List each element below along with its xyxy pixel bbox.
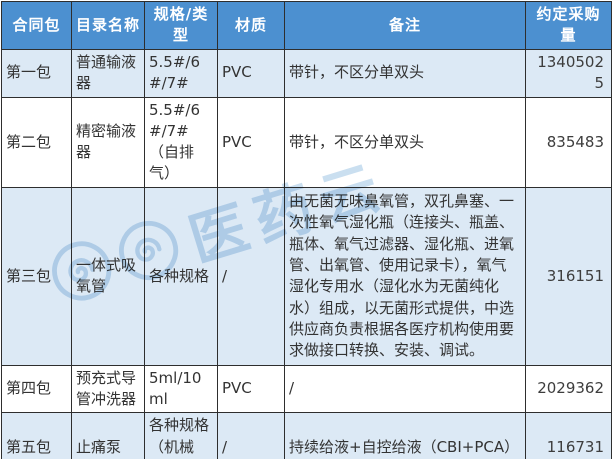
cell-remark: / bbox=[284, 364, 526, 414]
table-header-row: 合同包 目录名称 规格/类型 材质 备注 约定采购量 bbox=[1, 1, 612, 50]
column-header-package: 合同包 bbox=[1, 1, 72, 50]
cell-package: 第三包 bbox=[1, 186, 72, 366]
cell-package: 第四包 bbox=[1, 364, 72, 414]
cell-quantity: 835483 bbox=[525, 96, 612, 188]
cell-catalog-name: 止痛泵 bbox=[71, 412, 145, 459]
cell-catalog-name: 普通输液器 bbox=[71, 48, 145, 98]
cell-material: PVC bbox=[217, 96, 285, 188]
table-row: 第三包 一体式吸氧管 各种规格 / 由无菌无味鼻氧管，双孔鼻塞、一次性氧气湿化瓶… bbox=[1, 186, 612, 366]
cell-remark: 带针，不区分单双头 bbox=[284, 96, 526, 188]
column-header-catalog-name: 目录名称 bbox=[71, 1, 145, 50]
cell-spec-type: 5ml/10ml bbox=[144, 364, 218, 414]
cell-package: 第一包 bbox=[1, 48, 72, 98]
cell-package: 第二包 bbox=[1, 96, 72, 188]
cell-quantity: 316151 bbox=[525, 186, 612, 366]
table-row: 第四包 预充式导管冲洗器 5ml/10ml PVC / 2029362 bbox=[1, 364, 612, 414]
column-header-material: 材质 bbox=[217, 1, 285, 50]
cell-spec-type: 5.5#/6#/7# bbox=[144, 48, 218, 98]
cell-material: / bbox=[217, 412, 285, 459]
cell-catalog-name: 预充式导管冲洗器 bbox=[71, 364, 145, 414]
cell-material: PVC bbox=[217, 364, 285, 414]
cell-quantity: 2029362 bbox=[525, 364, 612, 414]
table-row: 第二包 精密输液器 5.5#/6#/7#（自排气） PVC 带针，不区分单双头 … bbox=[1, 96, 612, 188]
table-row: 第五包 止痛泵 各种规格（机械型） / 持续给液+自控给液（CBI+PCA） 1… bbox=[1, 412, 612, 459]
cell-spec-type: 各种规格（机械型） bbox=[144, 412, 218, 459]
cell-spec-type: 5.5#/6#/7#（自排气） bbox=[144, 96, 218, 188]
cell-catalog-name: 一体式吸氧管 bbox=[71, 186, 145, 366]
cell-remark: 持续给液+自控给液（CBI+PCA） bbox=[284, 412, 526, 459]
cell-quantity: 13405025 bbox=[525, 48, 612, 98]
cell-spec-type: 各种规格 bbox=[144, 186, 218, 366]
table-row: 第一包 普通输液器 5.5#/6#/7# PVC 带针，不区分单双头 13405… bbox=[1, 48, 612, 98]
cell-package: 第五包 bbox=[1, 412, 72, 459]
cell-catalog-name: 精密输液器 bbox=[71, 96, 145, 188]
cell-material: / bbox=[217, 186, 285, 366]
column-header-quantity: 约定采购量 bbox=[525, 1, 612, 50]
column-header-remark: 备注 bbox=[284, 1, 526, 50]
cell-quantity: 116731 bbox=[525, 412, 612, 459]
column-header-spec-type: 规格/类型 bbox=[144, 1, 218, 50]
cell-remark: 带针，不区分单双头 bbox=[284, 48, 526, 98]
cell-material: PVC bbox=[217, 48, 285, 98]
cell-remark: 由无菌无味鼻氧管，双孔鼻塞、一次性氧气湿化瓶（连接头、瓶盖、瓶体、氧气过滤器、湿… bbox=[284, 186, 526, 366]
